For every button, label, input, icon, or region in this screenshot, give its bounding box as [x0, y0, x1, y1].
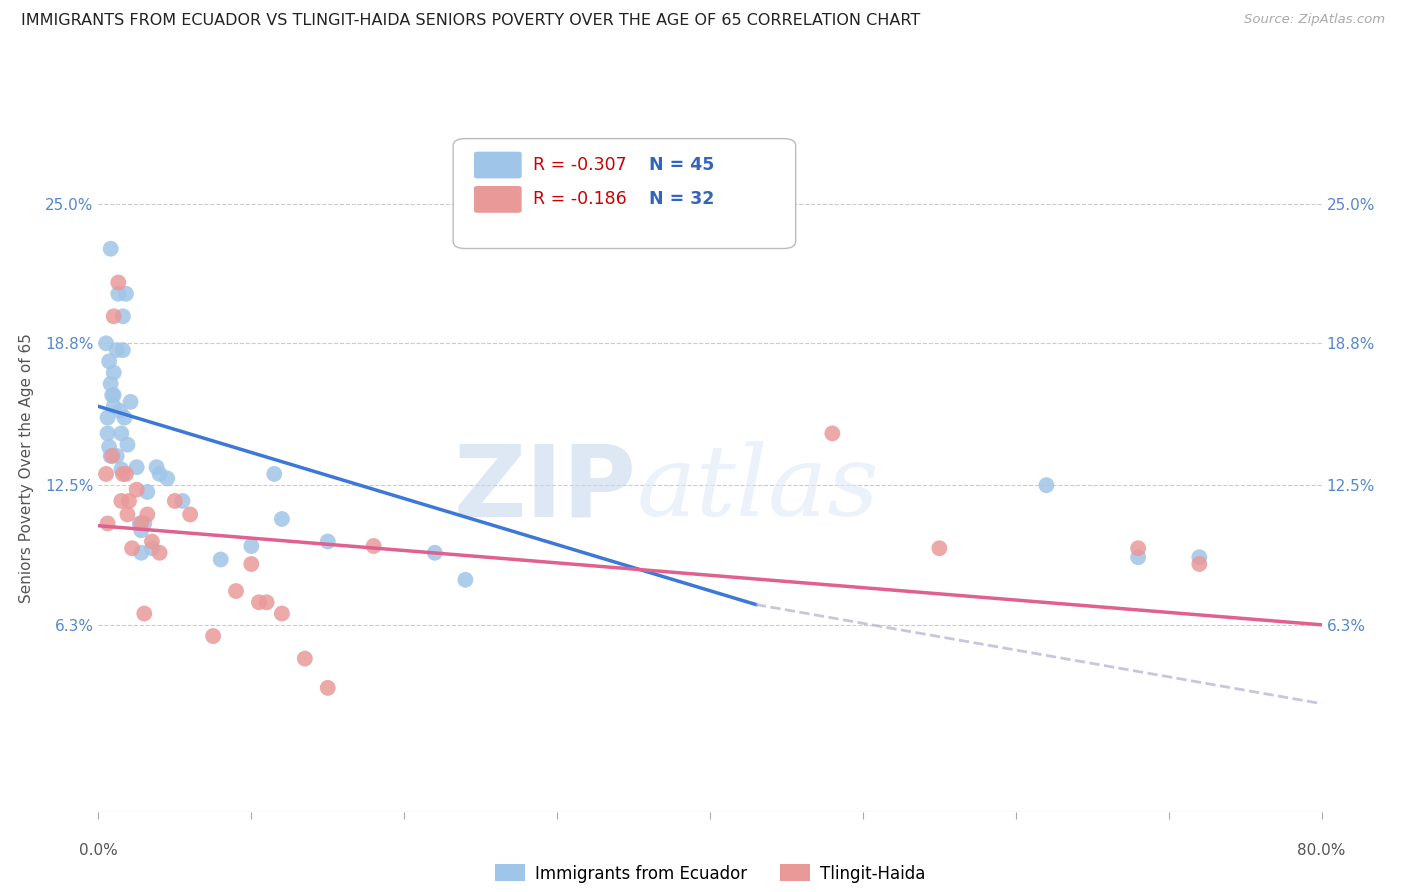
Point: [149, 467, 172, 481]
Point: [1128, 550, 1150, 565]
Point: [107, 276, 129, 290]
Point: [103, 366, 125, 380]
Point: [149, 546, 172, 560]
Point: [270, 512, 292, 526]
Point: [97, 426, 120, 441]
Y-axis label: Seniors Poverty Over the Age of 65: Seniors Poverty Over the Age of 65: [20, 334, 34, 603]
Point: [115, 286, 138, 301]
Point: [134, 516, 156, 531]
Point: [141, 541, 163, 556]
Legend: Immigrants from Ecuador, Tlingit-Haida: Immigrants from Ecuador, Tlingit-Haida: [488, 858, 932, 889]
Point: [316, 681, 339, 695]
Point: [145, 460, 167, 475]
Point: [240, 539, 263, 553]
Point: [98, 354, 121, 368]
Point: [256, 595, 278, 609]
Text: R = -0.307: R = -0.307: [533, 156, 626, 174]
FancyBboxPatch shape: [474, 186, 522, 213]
Point: [101, 388, 124, 402]
Point: [112, 410, 135, 425]
Point: [129, 546, 152, 560]
Text: 80.0%: 80.0%: [1298, 843, 1346, 858]
Point: [103, 310, 125, 324]
Point: [107, 286, 129, 301]
Point: [363, 539, 385, 553]
Point: [225, 584, 247, 599]
Point: [136, 485, 159, 500]
FancyBboxPatch shape: [474, 152, 522, 178]
Text: Source: ZipAtlas.com: Source: ZipAtlas.com: [1244, 13, 1385, 27]
FancyBboxPatch shape: [453, 138, 796, 249]
Point: [156, 471, 179, 485]
Point: [111, 467, 134, 481]
Point: [115, 467, 138, 481]
Point: [125, 460, 148, 475]
Point: [117, 437, 139, 451]
Point: [316, 534, 339, 549]
Point: [100, 242, 122, 256]
Point: [928, 541, 950, 556]
Point: [103, 400, 125, 414]
Text: N = 45: N = 45: [648, 156, 714, 174]
Text: ZIP: ZIP: [454, 441, 637, 537]
Point: [94, 467, 117, 481]
Point: [118, 494, 141, 508]
Text: IMMIGRANTS FROM ECUADOR VS TLINGIT-HAIDA SENIORS POVERTY OVER THE AGE OF 65 CORR: IMMIGRANTS FROM ECUADOR VS TLINGIT-HAIDA…: [21, 13, 921, 29]
Point: [97, 410, 120, 425]
Point: [1188, 550, 1211, 565]
Point: [94, 336, 117, 351]
Point: [129, 523, 152, 537]
Point: [1188, 557, 1211, 571]
Point: [110, 462, 132, 476]
Point: [423, 546, 446, 560]
Point: [120, 395, 142, 409]
Point: [163, 494, 186, 508]
Point: [98, 440, 121, 454]
Point: [270, 607, 292, 621]
Point: [1128, 541, 1150, 556]
Point: [128, 516, 150, 531]
Point: [110, 426, 132, 441]
Point: [134, 607, 156, 621]
Point: [103, 388, 125, 402]
Point: [97, 516, 120, 531]
Text: atlas: atlas: [637, 442, 879, 537]
Point: [240, 557, 263, 571]
Point: [105, 343, 128, 357]
Point: [125, 483, 148, 497]
Point: [111, 310, 134, 324]
Text: R = -0.186: R = -0.186: [533, 190, 627, 209]
Point: [111, 343, 134, 357]
Text: N = 32: N = 32: [648, 190, 714, 209]
Point: [100, 376, 122, 391]
Point: [141, 534, 163, 549]
Point: [294, 651, 316, 665]
Point: [172, 494, 194, 508]
Point: [105, 449, 128, 463]
Point: [1035, 478, 1057, 492]
Point: [101, 449, 124, 463]
Point: [110, 494, 132, 508]
Text: 0.0%: 0.0%: [79, 843, 118, 858]
Point: [454, 573, 477, 587]
Point: [129, 516, 152, 531]
Point: [100, 449, 122, 463]
Point: [209, 552, 232, 566]
Point: [136, 508, 159, 522]
Point: [108, 404, 131, 418]
Point: [121, 541, 143, 556]
Point: [247, 595, 270, 609]
Point: [202, 629, 225, 643]
Point: [117, 508, 139, 522]
Point: [179, 508, 201, 522]
Point: [263, 467, 285, 481]
Point: [821, 426, 844, 441]
